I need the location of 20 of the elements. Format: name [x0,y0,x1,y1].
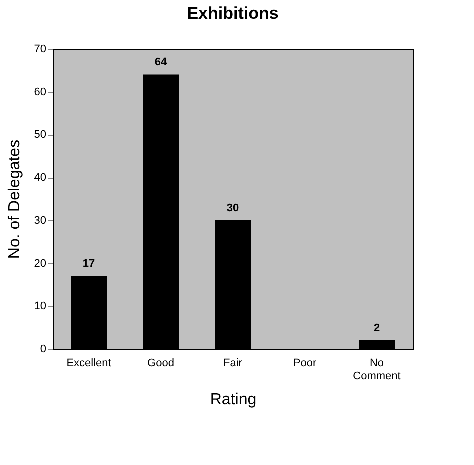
y-tick-label: 70 [34,44,46,56]
data-label: 2 [374,322,380,334]
y-tick-label: 20 [34,258,46,270]
data-label: 17 [82,258,96,270]
y-tick-label: 50 [34,129,46,142]
x-tick-label: Poor [293,358,317,370]
x-tick-label: Excellent [66,358,112,370]
x-tick-label: Good [148,358,174,370]
y-tick-label: 10 [34,300,46,313]
x-tick-label: No Comment [353,358,401,382]
y-tick-label: 0 [40,344,46,356]
y-axis-title: No. of Delegates [6,140,24,260]
y-tick-label: 60 [34,86,46,98]
y-tick-label: 40 [34,172,46,184]
x-tick-label: Fair [224,358,243,370]
data-label: 64 [154,56,168,69]
x-axis-title: Rating [210,392,257,408]
chart-title: Exhibitions [187,4,279,23]
y-tick-label: 30 [34,214,46,227]
data-label: 30 [226,202,240,214]
